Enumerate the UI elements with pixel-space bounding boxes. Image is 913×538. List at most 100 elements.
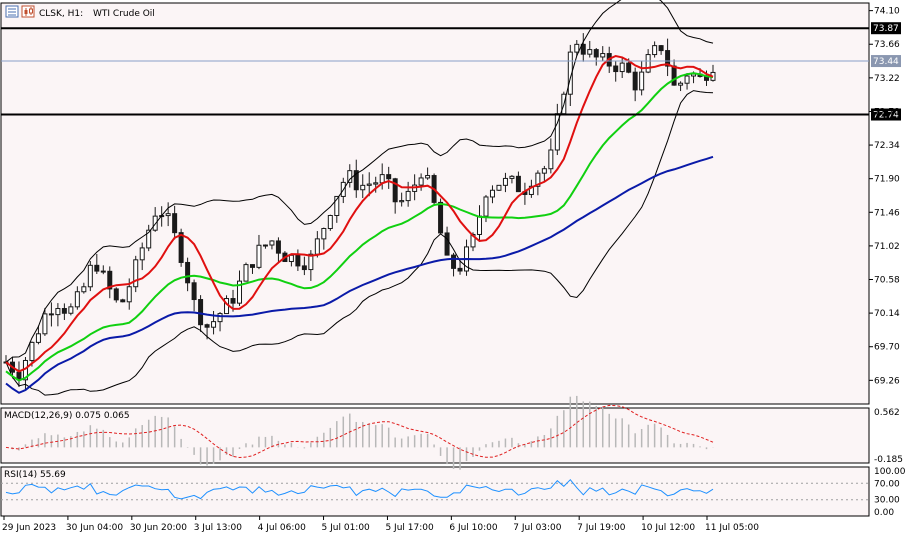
time-tick-label: 7 Jul 03:00	[513, 523, 562, 533]
candle-bear	[671, 65, 677, 86]
ma-fast	[5, 54, 714, 373]
candle-bull	[327, 215, 333, 230]
candle-bull	[476, 215, 482, 235]
time-tick-label: 10 Jul 12:00	[641, 523, 695, 533]
candle-bear	[658, 45, 664, 52]
time-tick-label: 11 Jul 05:00	[705, 523, 759, 533]
candle-bull	[405, 190, 411, 202]
candle-bull	[619, 62, 625, 73]
candle-bear	[61, 308, 67, 314]
candle-bull	[314, 238, 320, 255]
price-tick-label: 72.34	[874, 141, 900, 151]
time-tick-label: 30 Jun 04:00	[66, 523, 123, 533]
ma-mid	[5, 72, 714, 382]
candle-bull	[360, 184, 366, 191]
time-tick-label: 30 Jun 20:00	[130, 523, 187, 533]
macd-plot: MACD(12,26,9) 0.075 0.065	[4, 395, 714, 470]
macd-tick-label: -0.185	[874, 455, 903, 465]
candle-bull	[217, 313, 223, 323]
candle-bear	[451, 254, 457, 269]
candle-bear	[515, 175, 521, 193]
rsi-label: RSI(14) 55.69	[4, 470, 66, 480]
window-list-icon[interactable]	[5, 5, 19, 18]
bid-tag	[871, 55, 901, 68]
candle-bull	[652, 45, 658, 56]
candle-bull	[152, 215, 158, 231]
candle-bull	[81, 286, 87, 293]
candle-bull	[42, 313, 48, 335]
candle-bull	[496, 184, 502, 191]
price-tick-label: 71.02	[874, 242, 900, 252]
rsi-tick-label: 70.00	[874, 479, 900, 489]
candle-bull	[139, 247, 145, 261]
candle-bull	[269, 240, 275, 246]
candle-bull	[126, 286, 132, 303]
candle-bull	[548, 149, 554, 170]
candle-bear	[204, 324, 210, 328]
price-tick-label: 74.10	[874, 7, 900, 17]
price-tick-label: 73.66	[874, 40, 900, 50]
candle-bear	[191, 282, 197, 301]
main-plot	[1, 0, 869, 396]
rsi-tick-label: 30.00	[874, 496, 900, 506]
candle-bull	[574, 43, 580, 53]
candle-bear	[172, 213, 178, 234]
candle-bull	[425, 175, 431, 179]
candle-bear	[392, 178, 398, 203]
candle-bull	[684, 75, 690, 84]
candle-bull	[418, 177, 424, 186]
candle-bull	[55, 308, 61, 316]
candle-bull	[133, 259, 139, 288]
candle-bear	[386, 174, 392, 180]
rsi-plot: RSI(14) 55.69	[1, 470, 869, 501]
candle-bear	[444, 232, 450, 256]
candle-bear	[353, 170, 359, 191]
candle-bull	[35, 333, 41, 343]
candle-bear	[626, 62, 632, 73]
candle-bull	[243, 264, 249, 282]
candle-bull	[288, 254, 294, 263]
candle-bear	[94, 264, 100, 272]
rsi-tick-label: 100.00	[874, 467, 906, 477]
axes: 73.87 72.74 73.44 74.10 73.66 73.22 72.78 72.34…	[2, 7, 906, 533]
candle-bull	[321, 228, 327, 240]
symbol-label: CLSK, H1:	[39, 9, 83, 19]
candle-bull	[87, 264, 93, 288]
price-tick-label: 70.58	[874, 275, 900, 285]
candle-bull	[256, 244, 262, 268]
candle-bear	[613, 65, 619, 73]
candle-bull	[639, 71, 645, 91]
level-tag	[871, 108, 901, 121]
ma-slow	[5, 155, 714, 394]
price-tick-label: 73.22	[874, 74, 900, 84]
chart-header: CLSK, H1: WTI Crude Oil	[5, 5, 155, 19]
candles-icon[interactable]	[21, 5, 35, 18]
candle-bear	[301, 265, 307, 271]
level-tag	[871, 22, 901, 35]
time-tick-label: 7 Jul 19:00	[577, 523, 626, 533]
candle-bull	[600, 53, 606, 58]
rsi-tick-label: 0.00	[874, 508, 894, 518]
candle-bull	[678, 82, 684, 86]
candle-bull	[509, 175, 515, 179]
price-tick-label: 71.46	[874, 208, 900, 218]
candle-bear	[295, 254, 301, 267]
candle-bear	[113, 288, 119, 301]
level-label: 72.74	[873, 111, 899, 121]
bollinger-upper	[5, 0, 714, 363]
candle-bull	[541, 168, 547, 174]
macd-tick-label: 0.562	[874, 408, 900, 418]
time-tick-label: 4 Jul 06:00	[258, 523, 307, 533]
candle-bull	[373, 182, 379, 185]
candle-bull	[379, 174, 385, 184]
candle-bull	[308, 253, 314, 271]
candle-bear	[230, 298, 236, 304]
candle-bull	[68, 306, 74, 314]
candle-bull	[347, 170, 353, 183]
candle-bull	[146, 229, 152, 249]
price-tick-label: 72.78	[874, 107, 900, 117]
candle-bull	[645, 54, 651, 73]
candle-bull	[237, 280, 243, 304]
candle-bull	[567, 51, 573, 95]
